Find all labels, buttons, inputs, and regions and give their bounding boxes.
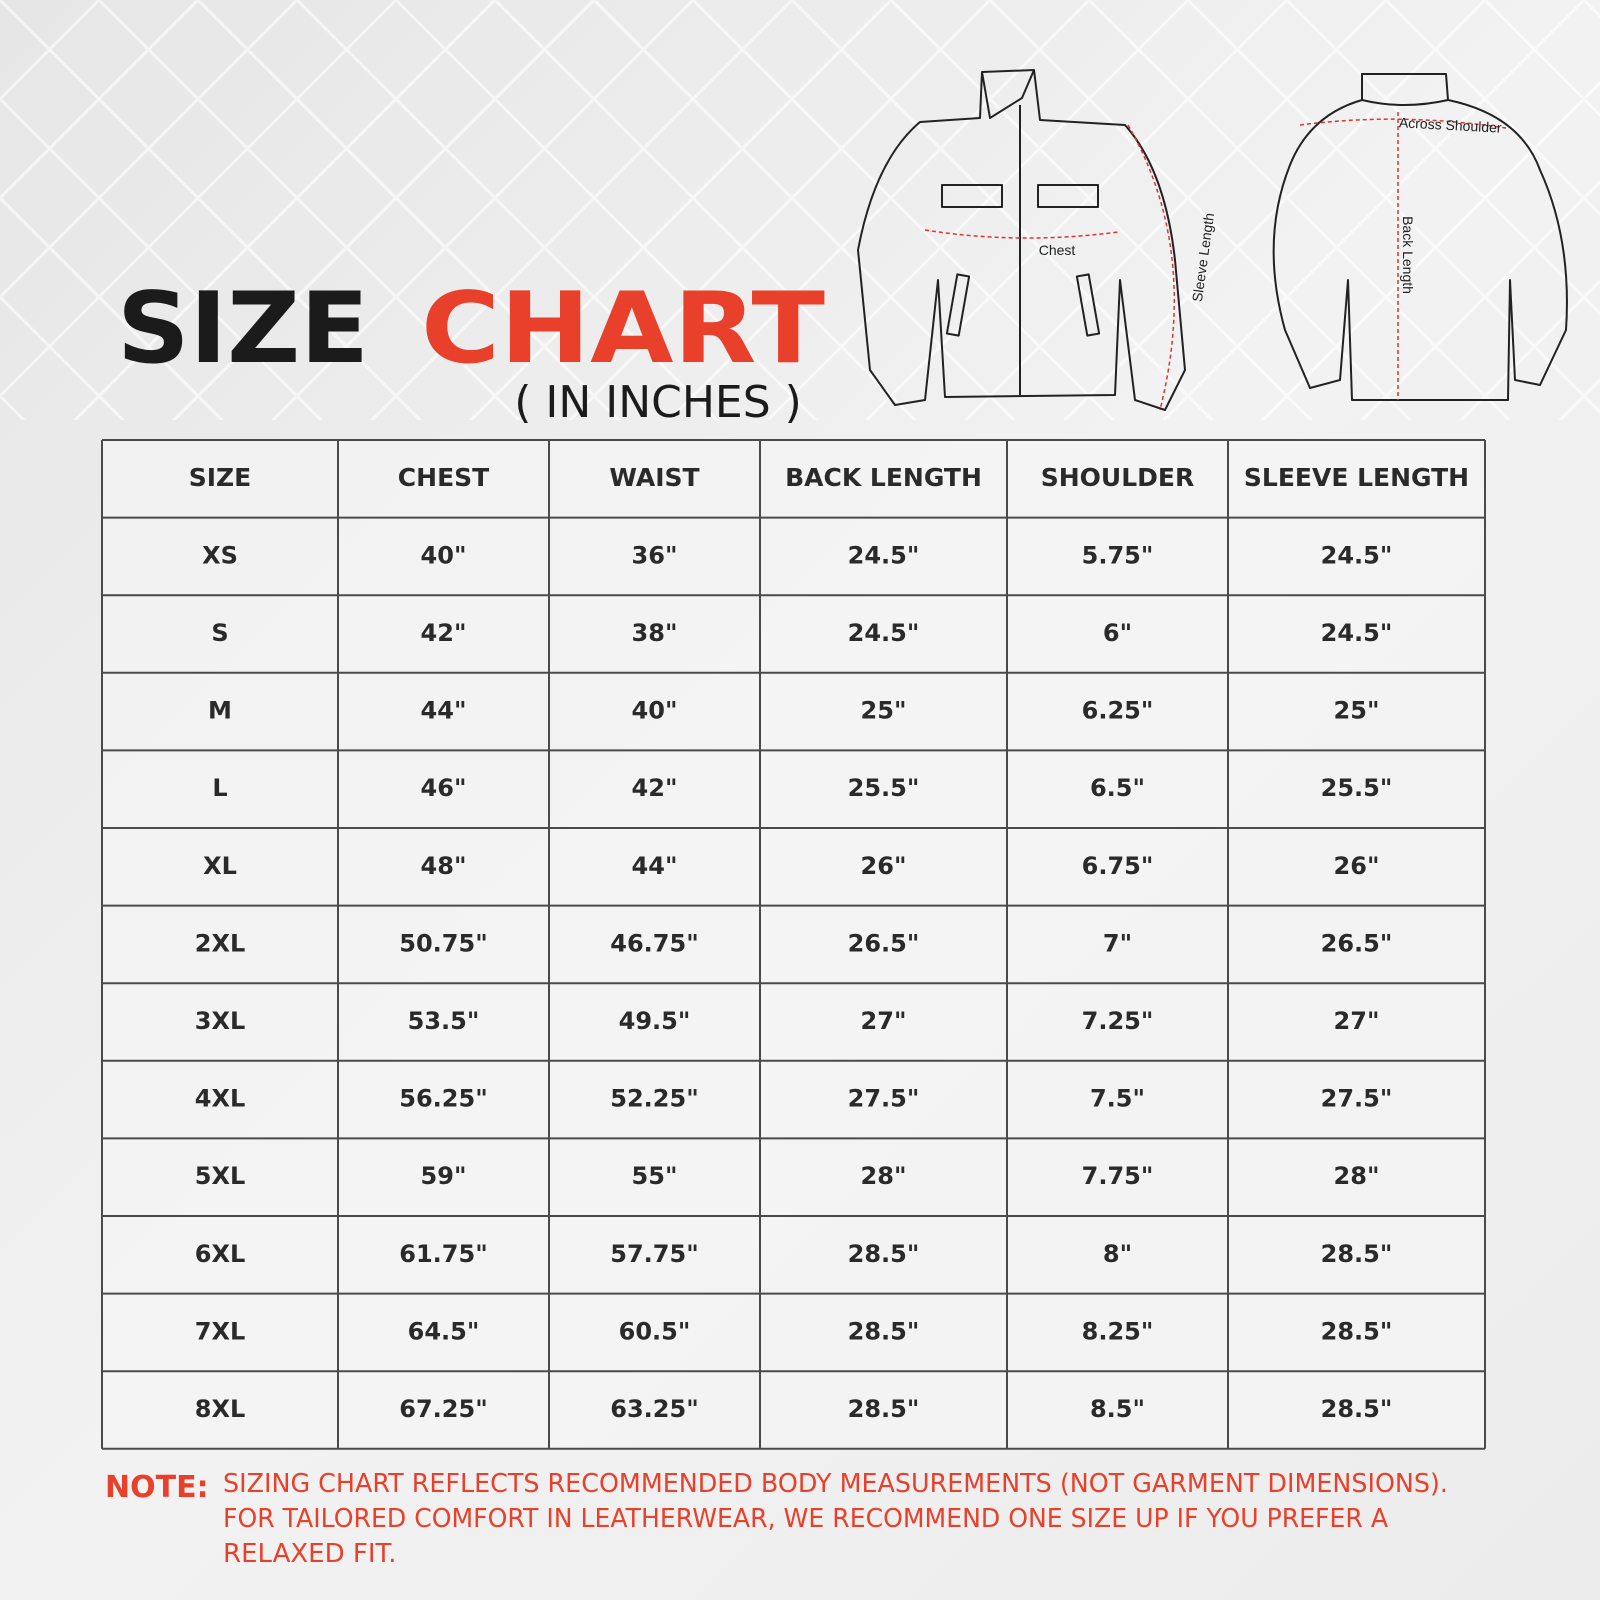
measure-cell: 27" [1334,1007,1380,1035]
back-jacket [1272,73,1568,401]
note-line: RELAXED FIT. [223,1539,397,1569]
measure-cell: 8" [1103,1240,1132,1268]
measure-cell: 8.5" [1090,1395,1145,1423]
note-line: SIZING CHART REFLECTS RECOMMENDED BODY M… [223,1469,1448,1499]
measure-cell: 7.25" [1082,1007,1154,1035]
measure-cell: 42" [421,619,467,647]
quilt-pattern [0,0,1600,420]
measure-cell: 26" [1334,852,1380,880]
measure-cell: 6" [1103,619,1132,647]
measure-cell: 50.75" [399,929,487,957]
measure-cell: 25" [1334,697,1380,725]
measure-cell: 24.5" [848,619,920,647]
measure-cell: 42" [632,774,678,802]
measure-cell: 28.5" [1321,1395,1393,1423]
size-cell: 7XL [195,1317,246,1345]
measure-cell: 6.25" [1082,697,1154,725]
column-header: SHOULDER [1041,463,1195,492]
measure-cell: 49.5" [619,1007,691,1035]
column-header: SIZE [189,463,252,492]
measure-cell: 28.5" [1321,1240,1393,1268]
measure-cell: 52.25" [610,1085,698,1113]
measure-cell: 6.75" [1082,852,1154,880]
measure-cell: 63.25" [610,1395,698,1423]
measure-cell: 28.5" [1321,1317,1393,1345]
measure-cell: 26.5" [1321,929,1393,957]
measure-cell: 61.75" [399,1240,487,1268]
measure-cell: 5.75" [1082,541,1154,569]
title-first: SIZE [117,272,369,386]
size-cell: XS [202,541,238,569]
measure-cell: 55" [632,1162,678,1190]
measure-cell: 28.5" [848,1395,920,1423]
measure-cell: 40" [632,697,678,725]
front-jacket [857,69,1186,411]
chest-label: Chest [1039,242,1076,258]
across-shoulder-label: Across Shoulder [1399,114,1503,135]
measure-cell: 36" [632,541,678,569]
size-cell: L [212,774,227,802]
measure-cell: 24.5" [848,541,920,569]
measure-cell: 44" [421,697,467,725]
title-second: CHART [421,272,825,386]
measure-cell: 28.5" [848,1240,920,1268]
measure-cell: 7.75" [1082,1162,1154,1190]
measure-cell: 8.25" [1082,1317,1154,1345]
measure-cell: 25.5" [1321,774,1393,802]
note-text: SIZING CHART REFLECTS RECOMMENDED BODY M… [223,1469,1448,1569]
measure-cell: 24.5" [1321,541,1393,569]
measure-cell: 27.5" [848,1085,920,1113]
measure-cell: 26" [861,852,907,880]
measure-cell: 38" [632,619,678,647]
measure-cell: 7.5" [1090,1085,1145,1113]
measure-cell: 6.5" [1090,774,1145,802]
measure-cell: 7" [1103,929,1132,957]
table-background [102,440,1485,1449]
back-length-label: Back Length [1400,216,1416,294]
measure-cell: 28.5" [848,1317,920,1345]
column-header: SLEEVE LENGTH [1244,463,1469,492]
note-label: NOTE: [105,1470,209,1505]
measure-cell: 46" [421,774,467,802]
size-cell: 2XL [195,929,246,957]
measure-cell: 26.5" [848,929,920,957]
measure-cell: 60.5" [619,1317,691,1345]
measure-cell: 48" [421,852,467,880]
measure-cell: 28" [861,1162,907,1190]
column-header: BACK LENGTH [785,463,982,492]
size-cell: 6XL [195,1240,246,1268]
size-cell: 5XL [195,1162,246,1190]
measure-cell: 40" [421,541,467,569]
measure-cell: 56.25" [399,1085,487,1113]
measure-cell: 27.5" [1321,1085,1393,1113]
note-line: FOR TAILORED COMFORT IN LEATHERWEAR, WE … [223,1504,1388,1534]
column-header: CHEST [398,463,489,492]
size-cell: 4XL [195,1085,246,1113]
measure-cell: 27" [861,1007,907,1035]
size-cell: 3XL [195,1007,246,1035]
measure-cell: 25.5" [848,774,920,802]
subtitle: ( IN INCHES ) [514,377,802,428]
size-cell: XL [203,852,237,880]
size-cell: 8XL [195,1395,246,1423]
measure-cell: 59" [421,1162,467,1190]
measure-cell: 28" [1334,1162,1380,1190]
measure-cell: 24.5" [1321,619,1393,647]
measure-cell: 64.5" [408,1317,480,1345]
measure-cell: 67.25" [399,1395,487,1423]
measure-cell: 44" [632,852,678,880]
size-cell: S [211,619,228,647]
size-table: SIZE CHEST WAIST BACK LENGTH SHOULDER SLEEVE … [101,439,1486,1450]
size-cell: M [208,697,232,725]
measure-cell: 25" [861,697,907,725]
measure-cell: 57.75" [610,1240,698,1268]
measure-cell: 53.5" [408,1007,480,1035]
column-header: WAIST [609,463,699,492]
measure-cell: 46.75" [610,929,698,957]
